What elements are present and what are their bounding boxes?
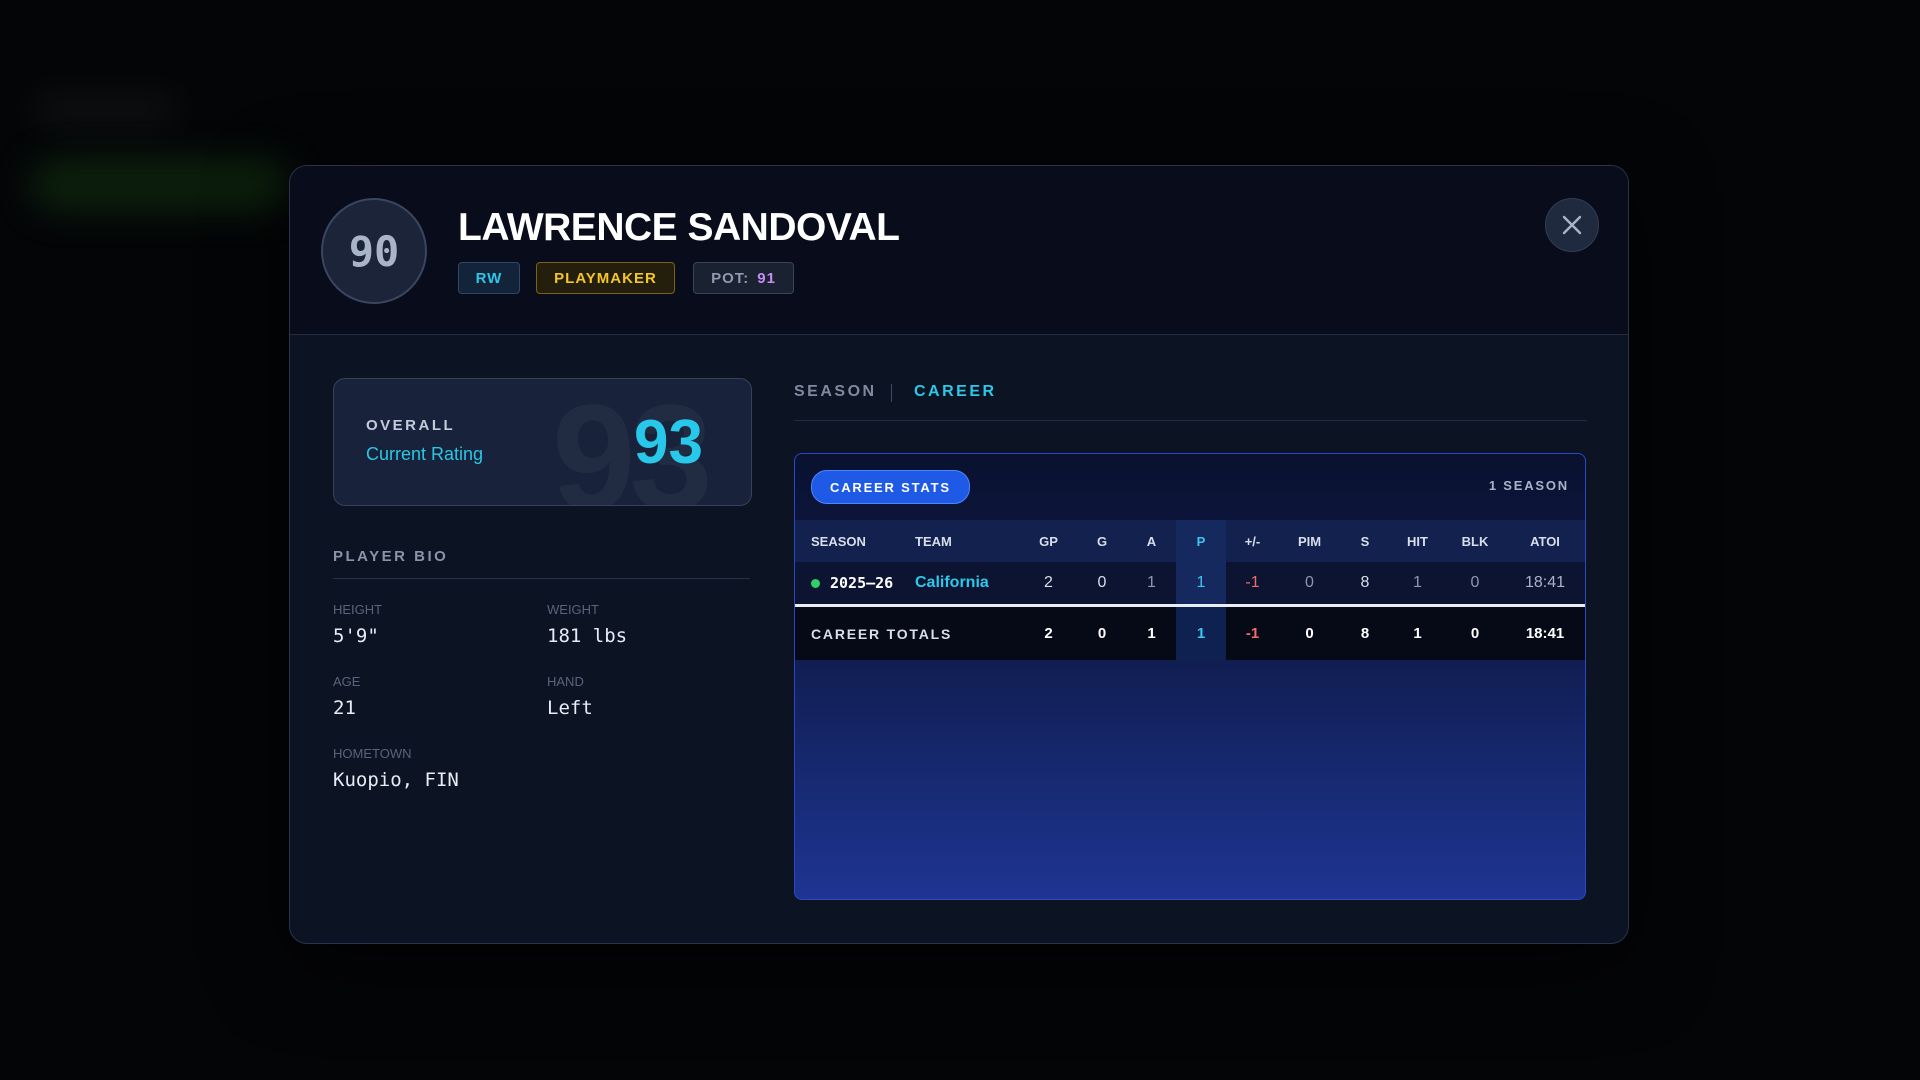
overall-card: 93 OVERALL Current Rating 93 xyxy=(333,378,752,506)
bio-value: 181 lbs xyxy=(547,625,628,647)
column-header: GP xyxy=(1020,520,1077,562)
column-header: HIT xyxy=(1390,520,1445,562)
bio-value: 21 xyxy=(333,697,356,719)
stats-cell: 0 xyxy=(1279,562,1340,607)
stats-cell: 0 xyxy=(1077,562,1127,607)
totals-cell: 1 xyxy=(1390,605,1445,660)
column-header: PIM xyxy=(1279,520,1340,562)
totals-cell: 8 xyxy=(1340,605,1390,660)
bio-value: Kuopio, FIN xyxy=(333,769,459,791)
close-button[interactable] xyxy=(1545,198,1599,252)
potential-value: 91 xyxy=(757,269,776,287)
stats-cell: California xyxy=(915,562,1020,607)
stats-cell: 2025–26 xyxy=(795,562,915,607)
player-name: LAWRENCE SANDOVAL xyxy=(458,206,900,249)
column-header: TEAM xyxy=(915,520,1020,562)
totals-row: CAREER TOTALS 2 0 1 1 -1 0 8 1 0 18:41 xyxy=(795,605,1585,660)
modal-header: 90 LAWRENCE SANDOVAL RW PLAYMAKER POT: 9… xyxy=(290,166,1628,335)
bio-value: 5'9" xyxy=(333,625,379,647)
totals-cell: 0 xyxy=(1445,605,1505,660)
bio-label: HOMETOWN xyxy=(333,746,412,761)
tab-separator xyxy=(891,384,892,402)
table-header: SEASON TEAM GP G A P +/- PIM S HIT BLK ATOI xyxy=(795,520,1585,562)
season-label: 2025–26 xyxy=(830,574,894,592)
bio-label: HAND xyxy=(547,674,584,689)
stats-cell: 0 xyxy=(1445,562,1505,607)
overall-label: OVERALL xyxy=(366,417,456,434)
totals-cell: 0 xyxy=(1077,605,1127,660)
potential-label: POT: xyxy=(711,269,750,287)
overall-sublabel: Current Rating xyxy=(366,444,484,464)
totals-cell: 2 xyxy=(1020,605,1077,660)
column-header: SEASON xyxy=(795,520,915,562)
stats-cell: 2 xyxy=(1020,562,1077,607)
totals-cell: 0 xyxy=(1279,605,1340,660)
stats-cell: 18:41 xyxy=(1505,562,1585,607)
divider xyxy=(333,578,750,579)
bio-label: WEIGHT xyxy=(547,602,599,617)
bio-label: HEIGHT xyxy=(333,602,383,617)
totals-label: CAREER TOTALS xyxy=(795,605,1020,660)
column-header: +/- xyxy=(1226,520,1279,562)
totals-cell: 18:41 xyxy=(1505,605,1585,660)
totals-cell: -1 xyxy=(1226,605,1279,660)
stats-row: 2025–26 California 2 0 1 1 -1 0 8 1 0 18:41 xyxy=(795,562,1585,607)
jersey-number: 90 xyxy=(321,198,427,304)
stats-cell: 8 xyxy=(1340,562,1390,607)
bio-value: Left xyxy=(547,697,593,719)
stats-cell: 1 xyxy=(1127,562,1176,607)
overall-watermark: 93 xyxy=(552,379,713,505)
totals-cell: 1 xyxy=(1127,605,1176,660)
stats-panel: CAREER STATS 1 SEASON SEASON TEAM GP G A P +/-… xyxy=(794,453,1586,900)
position-badge: RW xyxy=(458,262,520,294)
column-header: BLK xyxy=(1445,520,1505,562)
totals-cell: 1 xyxy=(1176,605,1226,660)
backdrop-blur xyxy=(30,95,180,125)
overall-value: 93 xyxy=(634,408,703,477)
backdrop-blur xyxy=(30,160,290,210)
column-header: P xyxy=(1176,520,1226,562)
column-header: A xyxy=(1127,520,1176,562)
divider xyxy=(794,420,1587,421)
column-header: ATOI xyxy=(1505,520,1585,562)
tab[interactable]: SEASON xyxy=(794,383,877,400)
stats-cell: -1 xyxy=(1226,562,1279,607)
season-count: 1 SEASON xyxy=(1488,478,1569,493)
stats-cell: 1 xyxy=(1390,562,1445,607)
close-icon xyxy=(1562,215,1582,235)
stats-badge: CAREER STATS xyxy=(811,470,970,504)
stats-table: SEASON TEAM GP G A P +/- PIM S HIT BLK ATOI 2025–26… xyxy=(795,520,1585,660)
archetype-badge: PLAYMAKER xyxy=(536,262,675,294)
column-header: S xyxy=(1340,520,1390,562)
status-dot xyxy=(811,579,820,588)
stats-cell: 1 xyxy=(1176,562,1226,607)
bio-title: PLAYER BIO xyxy=(333,548,449,565)
potential-badge: POT: 91 xyxy=(693,262,794,294)
table-body: 2025–26 California 2 0 1 1 -1 0 8 1 0 18:41 CAREER T… xyxy=(795,562,1585,660)
bio-label: AGE xyxy=(333,674,361,689)
column-header: G xyxy=(1077,520,1127,562)
tab-active[interactable]: CAREER xyxy=(914,383,997,400)
player-modal: 90 LAWRENCE SANDOVAL RW PLAYMAKER POT: 9… xyxy=(289,165,1629,944)
